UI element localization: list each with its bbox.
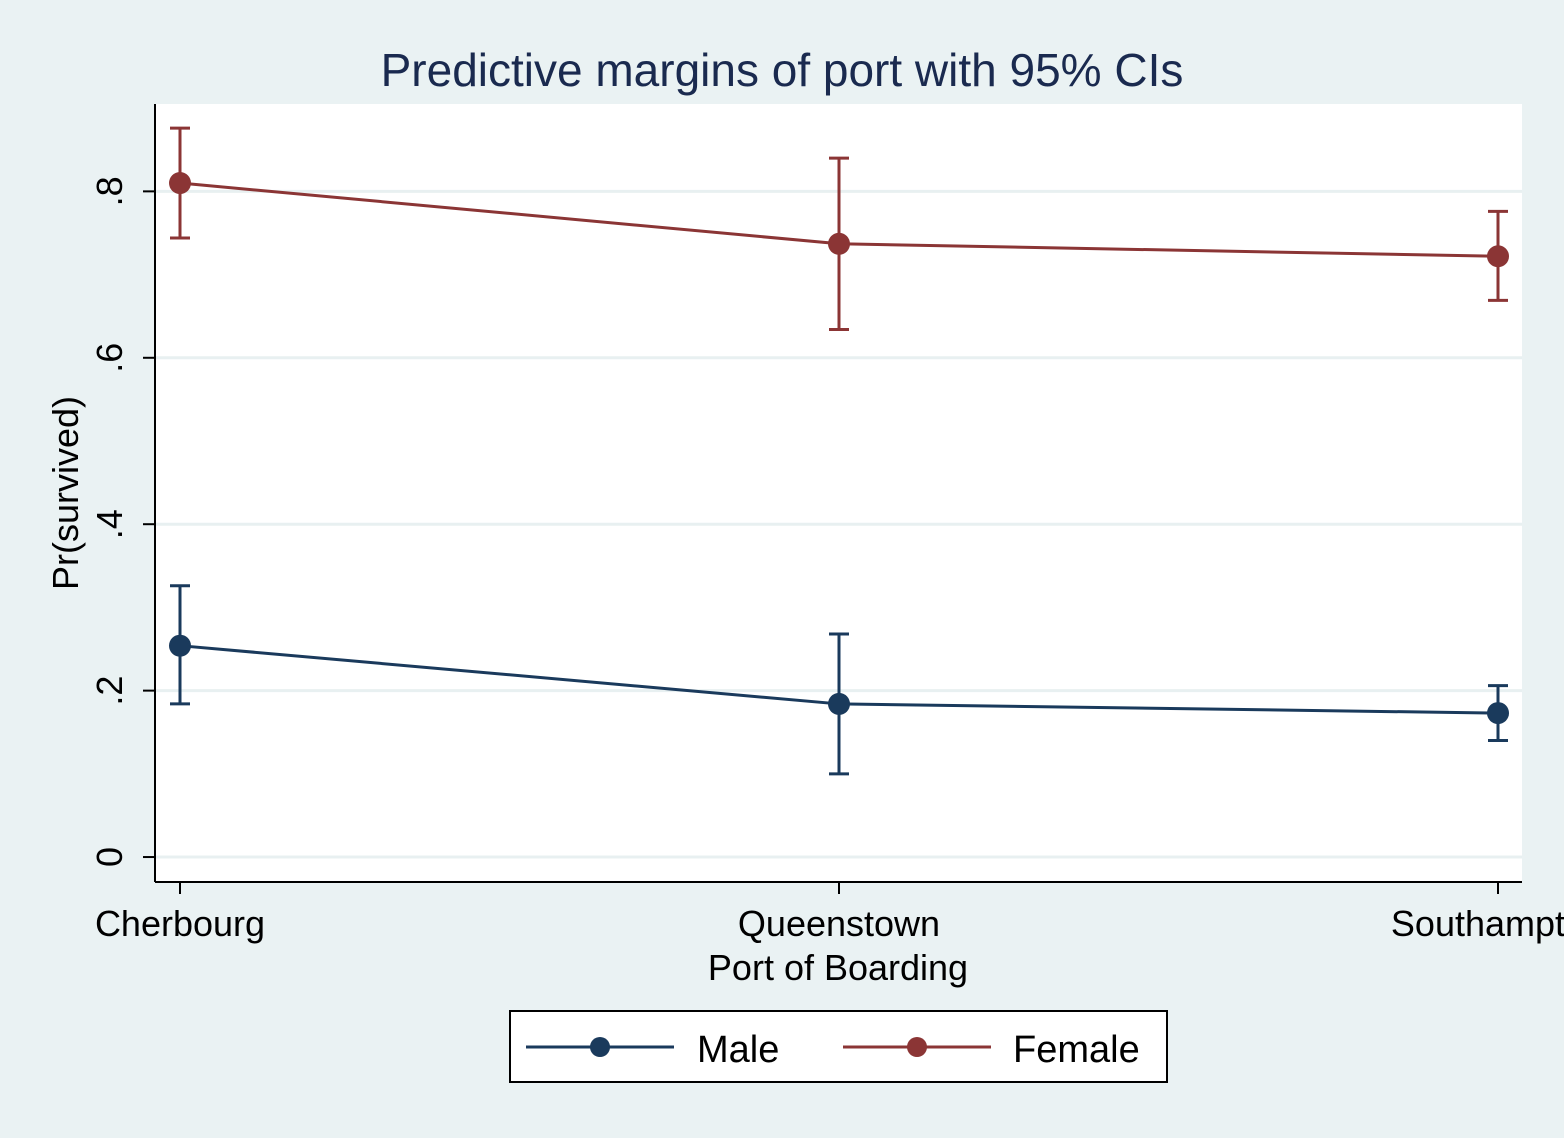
y-tick-label-3: .6 xyxy=(89,343,130,373)
point-female-0 xyxy=(169,172,191,195)
x-axis-title: Port of Boarding xyxy=(708,947,968,988)
legend-marker-male xyxy=(590,1037,610,1057)
y-tick-label-0: 0 xyxy=(89,847,130,867)
x-ticks: Cherbourg Queenstown Southampton xyxy=(95,882,1564,944)
point-female-1 xyxy=(828,232,850,255)
point-male-1 xyxy=(828,692,850,715)
y-tick-label-2: .4 xyxy=(89,509,130,539)
point-female-2 xyxy=(1487,245,1509,268)
chart-title: Predictive margins of port with 95% CIs xyxy=(381,44,1184,96)
legend-marker-female xyxy=(907,1037,927,1057)
legend: Male Female xyxy=(509,1010,1168,1083)
legend-label-female: Female xyxy=(1013,1029,1140,1071)
point-male-0 xyxy=(169,634,191,657)
x-tick-label-1: Queenstown xyxy=(738,903,940,944)
x-tick-label-0: Cherbourg xyxy=(95,903,265,944)
y-tick-label-4: .8 xyxy=(89,176,130,206)
y-axis-title: Pr(survived) xyxy=(45,396,86,590)
y-ticks: 0 .2 .4 .6 .8 xyxy=(89,176,155,867)
series-group xyxy=(169,126,1509,776)
point-male-2 xyxy=(1487,702,1509,725)
legend-label-male: Male xyxy=(697,1029,779,1071)
y-tick-label-1: .2 xyxy=(89,676,130,706)
x-tick-label-2: Southampton xyxy=(1391,903,1564,944)
